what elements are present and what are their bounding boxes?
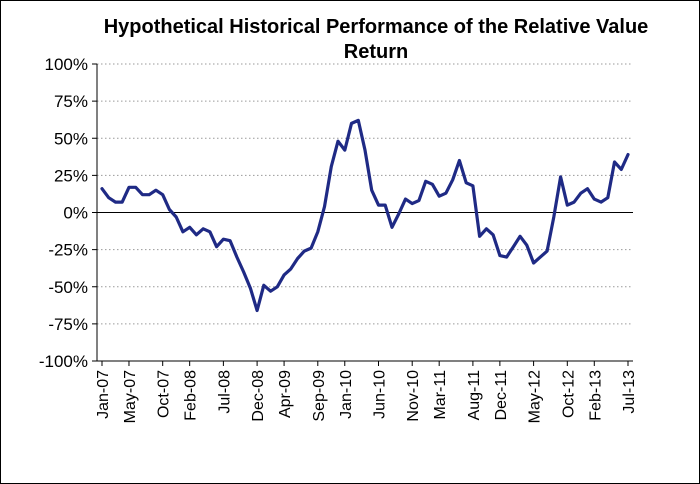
series-group — [100, 118, 630, 313]
x-tick-label: Dec-08 — [250, 370, 267, 422]
x-tick-label: Sep-09 — [311, 370, 328, 422]
y-axis-tick-labels: 100% 75% 50% 25% 0% -25% -50% -75% -100% — [39, 55, 88, 371]
x-tick-label: May-12 — [527, 370, 544, 423]
gridlines — [97, 63, 633, 325]
x-tick-label: Mar-11 — [432, 370, 449, 420]
chart-title: Hypothetical Historical Performance of t… — [103, 16, 649, 63]
x-tick-label: Aug-11 — [466, 370, 483, 421]
x-tick-label: Jul-13 — [621, 370, 638, 414]
x-tick-label: May-07 — [122, 370, 139, 423]
y-tick-label: -50% — [48, 278, 88, 297]
x-tick-label: Jan-10 — [338, 370, 355, 419]
x-tick-label: Feb-08 — [183, 370, 200, 421]
y-tick-label: 75% — [54, 92, 88, 111]
y-tick-label: 50% — [54, 129, 88, 148]
x-tick-label: Jul-08 — [216, 370, 233, 414]
y-tick-label: -25% — [48, 241, 88, 260]
x-tick-label: Dec-11 — [493, 370, 510, 420]
series-line — [100, 118, 630, 313]
x-tick-label: Jan-07 — [95, 370, 112, 419]
y-tick-label: -100% — [39, 352, 88, 371]
y-tick-label: 0% — [63, 204, 88, 223]
x-tick-label: Feb-13 — [587, 370, 604, 421]
x-tick-label: Oct-07 — [156, 370, 173, 418]
y-tick-label: 100% — [45, 55, 88, 74]
x-axis-tick-labels: Jan-07 May-07 Oct-07 Feb-08 Jul-08 Dec-08 Apr-… — [95, 370, 638, 423]
x-tick-label: Apr-09 — [277, 370, 294, 418]
x-tick-label: Oct-12 — [560, 370, 577, 418]
axes — [92, 63, 633, 366]
y-tick-label: -75% — [48, 315, 88, 334]
x-tick-label: Jun-10 — [371, 370, 388, 419]
y-tick-label: 25% — [54, 166, 88, 185]
x-tick-label: Nov-10 — [405, 370, 422, 422]
